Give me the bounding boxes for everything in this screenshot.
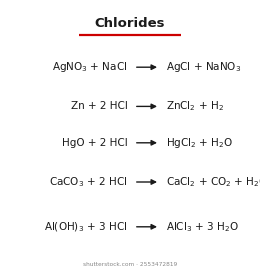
Text: CaCl$_2$ + CO$_2$ + H$_2$O: CaCl$_2$ + CO$_2$ + H$_2$O: [166, 175, 260, 189]
Text: ZnCl$_2$ + H$_2$: ZnCl$_2$ + H$_2$: [166, 99, 224, 113]
Text: shutterstock.com · 2553472819: shutterstock.com · 2553472819: [83, 262, 177, 267]
Text: Al(OH)$_3$ + 3 HCl: Al(OH)$_3$ + 3 HCl: [44, 220, 127, 234]
Text: AlCl$_3$ + 3 H$_2$O: AlCl$_3$ + 3 H$_2$O: [166, 220, 239, 234]
Text: Chlorides: Chlorides: [95, 17, 165, 30]
Text: AgCl + NaNO$_3$: AgCl + NaNO$_3$: [166, 60, 242, 74]
Text: Zn + 2 HCl: Zn + 2 HCl: [70, 101, 127, 111]
Text: HgO + 2 HCl: HgO + 2 HCl: [62, 138, 127, 148]
Text: AgNO$_3$ + NaCl: AgNO$_3$ + NaCl: [52, 60, 127, 74]
Text: HgCl$_2$ + H$_2$O: HgCl$_2$ + H$_2$O: [166, 136, 234, 150]
Text: CaCO$_3$ + 2 HCl: CaCO$_3$ + 2 HCl: [49, 175, 127, 189]
